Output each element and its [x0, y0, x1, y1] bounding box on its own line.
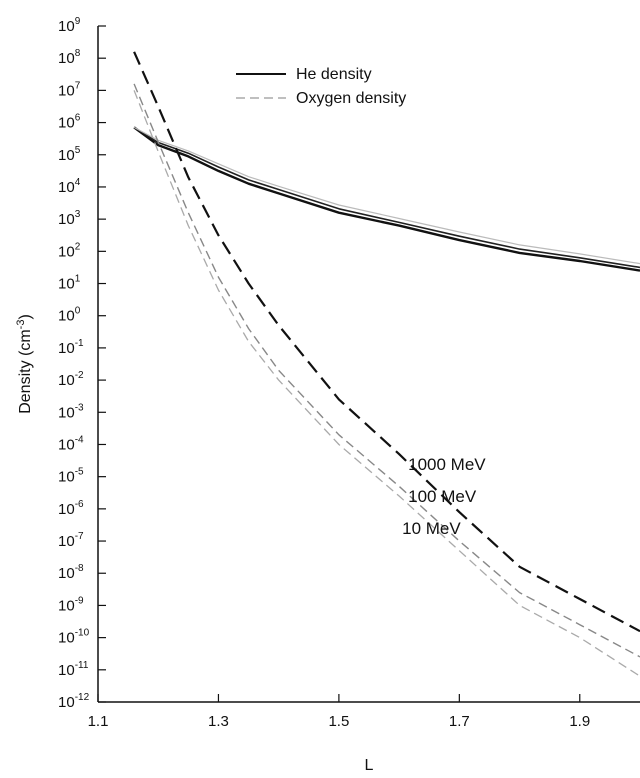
- y-axis-title: Density (cm-3): [15, 314, 34, 414]
- y-tick-exponent: -3: [75, 402, 84, 413]
- y-tick-base: 10: [58, 630, 75, 647]
- y-tick-label: 10-5: [58, 467, 84, 486]
- x-tick-label: 1.9: [569, 713, 590, 730]
- y-tick-base: 10: [58, 115, 75, 132]
- annotation-100-mev: 100 MeV: [408, 487, 477, 506]
- x-axis-title: L: [365, 757, 374, 774]
- x-ticks: 1.1 1.3 1.5 1.7 1.9: [88, 694, 591, 730]
- y-tick-exponent: 6: [75, 113, 81, 124]
- y-tick-exponent: 8: [75, 48, 81, 59]
- y-tick-exponent: 5: [75, 145, 81, 156]
- y-tick-exponent: 3: [75, 209, 81, 220]
- x-tick-label: 1.3: [208, 713, 229, 730]
- y-tick-label: 10-6: [58, 499, 84, 518]
- y-tick-base: 10: [58, 276, 75, 293]
- y-tick-base: 10: [58, 147, 75, 164]
- y-tick-label: 102: [58, 241, 81, 260]
- y-tick-label: 104: [58, 177, 81, 196]
- y-tick-exponent: -11: [75, 660, 89, 671]
- annotation-1000-mev: 1000 MeV: [408, 455, 486, 474]
- y-tick-base: 10: [58, 50, 75, 67]
- y-tick-base: 10: [58, 469, 75, 486]
- y-tick-exponent: 7: [75, 80, 81, 91]
- y-tick-exponent: 4: [75, 177, 81, 188]
- y-tick-label: 107: [58, 80, 81, 99]
- y-axis-title-main: Density (cm: [17, 329, 34, 413]
- axes: [98, 26, 640, 702]
- y-tick-label: 10-7: [58, 531, 84, 550]
- legend: He density Oxygen density: [236, 66, 406, 107]
- y-axis-title-close: ): [17, 314, 34, 319]
- y-tick-base: 10: [58, 694, 75, 711]
- x-tick-label: 1.7: [449, 713, 470, 730]
- y-tick-label: 10-11: [58, 660, 89, 679]
- y-tick-label: 10-9: [58, 595, 84, 614]
- y-tick-base: 10: [58, 243, 75, 260]
- y-tick-exponent: -2: [75, 370, 84, 381]
- y-tick-exponent: -9: [75, 595, 84, 606]
- series-line-he-10mev: [134, 127, 640, 263]
- y-tick-label: 105: [58, 145, 81, 164]
- y-tick-exponent: 2: [75, 241, 81, 252]
- y-tick-exponent: -12: [75, 692, 90, 703]
- legend-label-he: He density: [296, 66, 372, 83]
- y-tick-base: 10: [58, 533, 75, 550]
- y-tick-label: 10-2: [58, 370, 84, 389]
- y-tick-exponent: -1: [75, 338, 84, 349]
- y-tick-label: 108: [58, 48, 81, 67]
- y-tick-label: 109: [58, 16, 81, 35]
- y-tick-base: 10: [58, 18, 75, 35]
- y-tick-label: 10-8: [58, 563, 84, 582]
- y-tick-label: 10-1: [58, 338, 84, 357]
- y-ticks: 10910810710610510410310210110010-110-210…: [58, 16, 106, 711]
- y-tick-label: 103: [58, 209, 81, 228]
- series-line-oxygen-10mev: [134, 90, 640, 676]
- y-tick-exponent: 1: [75, 274, 81, 285]
- y-tick-label: 101: [58, 274, 81, 293]
- series-line-oxygen-100mev: [134, 84, 640, 657]
- y-tick-label: 10-12: [58, 692, 90, 711]
- y-tick-exponent: 9: [75, 16, 81, 27]
- y-tick-label: 106: [58, 113, 81, 132]
- y-tick-exponent: -10: [75, 628, 90, 639]
- y-tick-exponent: -7: [75, 531, 84, 542]
- y-tick-exponent: -5: [75, 467, 84, 478]
- y-tick-base: 10: [58, 501, 75, 518]
- y-tick-exponent: -6: [75, 499, 84, 510]
- y-axis-title-sup: -3: [15, 320, 27, 330]
- y-tick-exponent: 0: [75, 306, 81, 317]
- y-tick-exponent: -4: [75, 434, 84, 445]
- y-tick-base: 10: [58, 372, 75, 389]
- y-tick-base: 10: [58, 565, 75, 582]
- y-tick-base: 10: [58, 308, 75, 325]
- y-tick-label: 10-4: [58, 434, 84, 453]
- y-tick-base: 10: [58, 662, 75, 679]
- y-tick-base: 10: [58, 179, 75, 196]
- series-lines: [134, 52, 640, 676]
- y-tick-base: 10: [58, 340, 75, 357]
- annotation-10-mev: 10 MeV: [402, 519, 461, 538]
- y-tick-base: 10: [58, 404, 75, 421]
- y-tick-label: 100: [58, 306, 81, 325]
- y-tick-base: 10: [58, 597, 75, 614]
- y-tick-exponent: -8: [75, 563, 84, 574]
- x-tick-label: 1.1: [88, 713, 109, 730]
- legend-label-oxygen: Oxygen density: [296, 90, 406, 107]
- y-tick-base: 10: [58, 436, 75, 453]
- y-tick-base: 10: [58, 82, 75, 99]
- y-tick-base: 10: [58, 211, 75, 228]
- x-tick-label: 1.5: [328, 713, 349, 730]
- series-line-oxygen-1000mev: [134, 52, 640, 631]
- y-tick-label: 10-3: [58, 402, 84, 421]
- y-tick-label: 10-10: [58, 628, 90, 647]
- series-line-he-1000mev: [134, 127, 640, 270]
- series-line-he-100mev: [134, 127, 640, 267]
